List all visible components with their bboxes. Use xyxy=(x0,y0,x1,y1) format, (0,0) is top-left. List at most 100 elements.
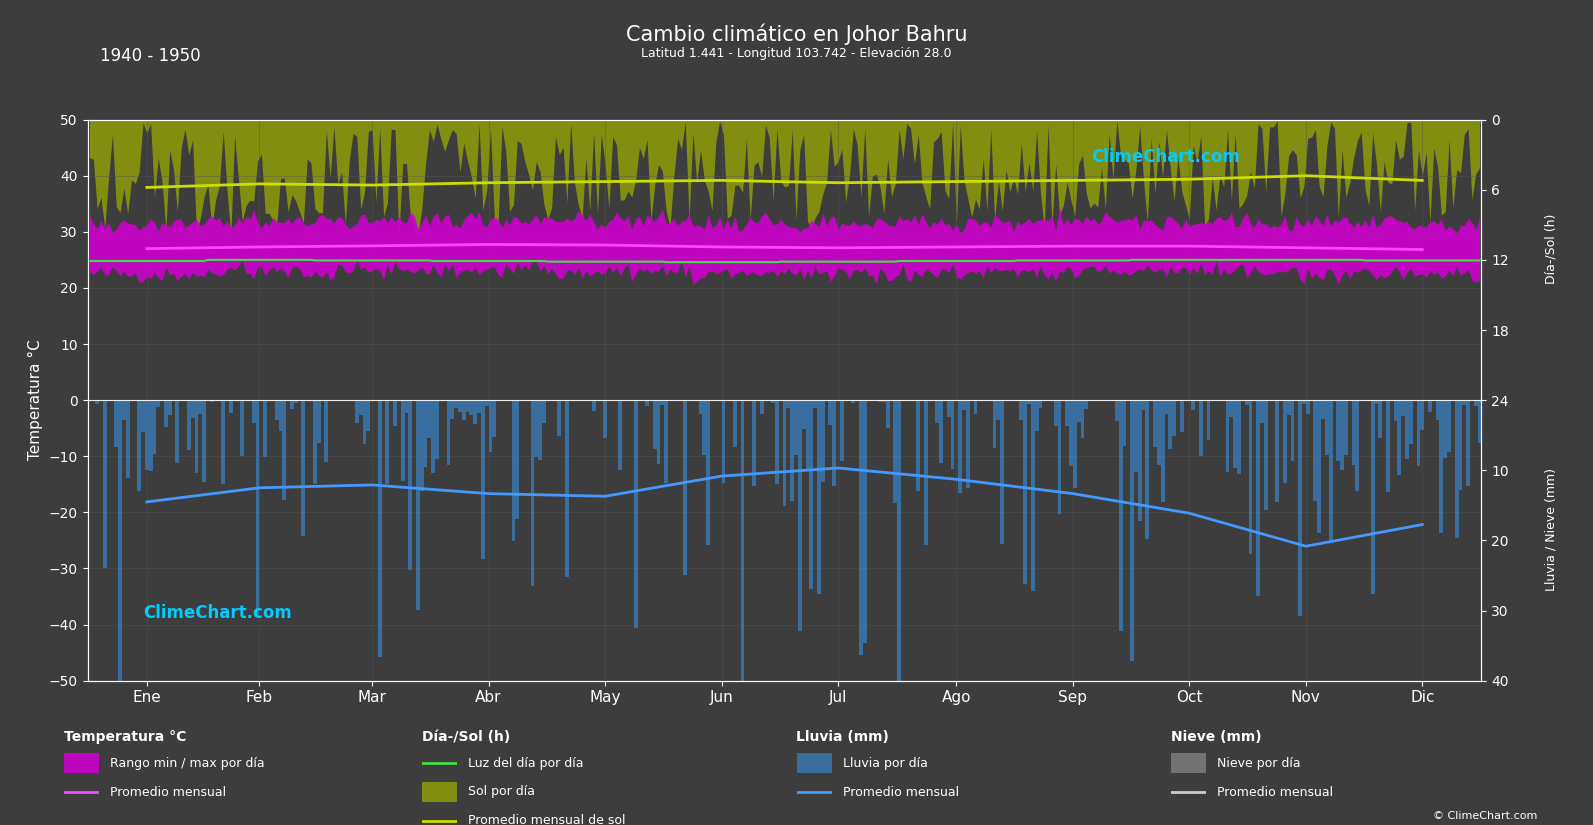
Bar xyxy=(916,400,921,491)
Bar xyxy=(1257,400,1260,596)
Bar xyxy=(446,400,451,465)
Bar xyxy=(1394,400,1397,421)
Bar xyxy=(462,400,465,420)
Bar xyxy=(1260,400,1263,422)
Bar xyxy=(1454,400,1459,538)
Bar xyxy=(511,400,515,541)
Bar xyxy=(210,400,213,402)
Bar xyxy=(1066,400,1069,427)
Bar xyxy=(421,400,424,491)
Bar xyxy=(287,400,290,401)
Bar xyxy=(530,400,534,586)
Bar xyxy=(470,400,473,415)
Bar xyxy=(1164,400,1168,413)
Bar xyxy=(1072,400,1077,488)
Bar xyxy=(992,400,997,448)
Bar xyxy=(191,400,194,418)
Bar xyxy=(1462,400,1466,405)
Bar xyxy=(363,400,366,444)
Bar xyxy=(653,400,656,449)
Bar xyxy=(859,400,863,655)
Bar xyxy=(776,400,779,484)
Bar xyxy=(312,400,317,483)
Text: Latitud 1.441 - Longitud 103.742 - Elevación 28.0: Latitud 1.441 - Longitud 103.742 - Eleva… xyxy=(642,47,951,60)
Bar xyxy=(1466,400,1470,487)
Bar xyxy=(623,400,626,401)
Bar xyxy=(752,400,757,486)
Bar xyxy=(809,400,812,589)
Bar xyxy=(358,400,363,415)
Bar xyxy=(153,400,156,454)
Bar xyxy=(473,400,478,424)
Bar xyxy=(123,400,126,420)
Bar xyxy=(1397,400,1402,474)
Bar xyxy=(566,400,569,578)
Bar xyxy=(897,400,902,708)
Bar xyxy=(137,400,142,492)
Bar xyxy=(274,400,279,420)
Bar xyxy=(1192,400,1195,410)
Text: Promedio mensual: Promedio mensual xyxy=(110,785,226,799)
Text: Nieve por día: Nieve por día xyxy=(1217,757,1300,770)
Bar xyxy=(741,400,744,709)
Bar xyxy=(290,400,293,408)
Bar xyxy=(459,400,462,412)
Bar xyxy=(1351,400,1356,465)
Text: Lluvia / Nieve (mm): Lluvia / Nieve (mm) xyxy=(1544,468,1558,591)
Bar xyxy=(1301,400,1306,403)
Bar xyxy=(186,400,191,450)
Bar xyxy=(1137,400,1142,521)
Bar xyxy=(1459,400,1462,490)
Bar xyxy=(427,400,432,438)
Bar xyxy=(1405,400,1408,459)
Bar xyxy=(1370,400,1375,594)
Text: Lluvia (mm): Lluvia (mm) xyxy=(796,730,889,744)
Bar xyxy=(1287,400,1290,415)
Bar xyxy=(924,400,927,545)
Bar xyxy=(1055,400,1058,426)
Bar xyxy=(478,400,481,413)
Bar xyxy=(683,400,687,575)
Bar xyxy=(812,400,817,408)
Bar xyxy=(167,400,172,415)
Bar xyxy=(1085,400,1088,409)
Bar xyxy=(820,400,825,482)
Bar xyxy=(782,400,787,507)
Bar xyxy=(435,400,440,460)
Bar xyxy=(959,400,962,493)
Bar xyxy=(1180,400,1184,432)
Bar xyxy=(883,400,886,402)
Bar xyxy=(489,400,492,452)
Bar xyxy=(951,400,954,469)
Text: © ClimeChart.com: © ClimeChart.com xyxy=(1432,811,1537,821)
Text: Sol por día: Sol por día xyxy=(468,785,535,799)
Bar xyxy=(733,400,738,447)
Bar xyxy=(760,400,763,414)
Bar xyxy=(1077,400,1080,422)
Bar xyxy=(282,400,287,500)
Bar xyxy=(1386,400,1389,493)
Bar xyxy=(1172,400,1176,436)
Bar xyxy=(424,400,427,467)
Bar xyxy=(1206,400,1211,440)
Bar xyxy=(145,400,148,470)
Bar xyxy=(1157,400,1161,465)
Bar xyxy=(1435,400,1440,421)
Bar xyxy=(454,400,459,408)
Bar xyxy=(886,400,889,427)
Bar xyxy=(1478,400,1481,443)
Bar xyxy=(1408,400,1413,444)
Bar xyxy=(317,400,320,443)
Bar xyxy=(1153,400,1157,447)
Y-axis label: Temperatura °C: Temperatura °C xyxy=(29,340,43,460)
Text: Lluvia por día: Lluvia por día xyxy=(843,757,927,770)
Bar xyxy=(1325,400,1329,455)
Bar xyxy=(515,400,519,519)
Bar xyxy=(661,400,664,405)
Bar xyxy=(194,400,199,473)
Bar xyxy=(148,400,153,470)
Bar xyxy=(126,400,129,478)
Bar xyxy=(386,400,389,484)
Bar xyxy=(241,400,244,456)
Text: Promedio mensual: Promedio mensual xyxy=(843,785,959,799)
